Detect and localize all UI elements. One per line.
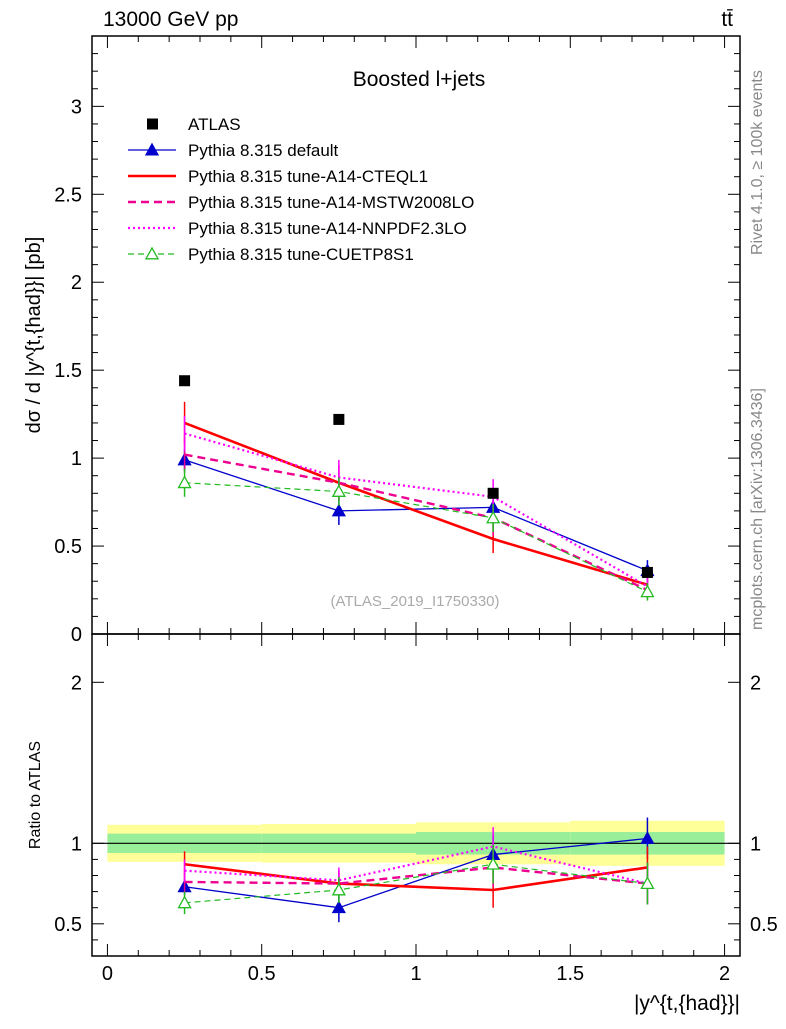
ratio-series-line (184, 863, 648, 904)
ratio-y-tick-label-right: 0.5 (750, 914, 778, 936)
series-line (184, 421, 648, 586)
y-tick-label: 0.5 (54, 536, 82, 558)
point-marker (177, 475, 192, 489)
y-tick-label: 2 (71, 272, 82, 294)
y-tick-label: 3 (71, 96, 82, 118)
legend-label: Pythia 8.315 default (188, 141, 339, 160)
y-tick-label: 0 (71, 624, 82, 646)
point-marker (640, 584, 655, 598)
ratio-y-tick-label: 0.5 (54, 914, 82, 936)
process-label: tt̄ (721, 8, 733, 31)
x-tick-label: 0.5 (248, 963, 276, 985)
ratio-point-marker (177, 895, 192, 909)
ratio-y-tick-label-right: 2 (750, 672, 761, 694)
ratio-point-marker (640, 831, 655, 844)
ratio-series-line (184, 845, 648, 885)
series-line (184, 453, 648, 592)
series-line (184, 459, 648, 572)
point-marker (331, 503, 346, 517)
legend-label: Pythia 8.315 tune-A14-CTEQL1 (188, 167, 428, 186)
legend: ATLAS Pythia 8.315 default Pythia 8.315 tu… (128, 115, 474, 264)
y-tick-label: 1.5 (54, 360, 82, 382)
legend-label: ATLAS (188, 115, 241, 134)
ratio-series-line (184, 862, 648, 892)
ratio-frame (91, 633, 741, 957)
mcplots-label: mcplots.cern.ch [arXiv:1306.3436] (749, 388, 766, 630)
series-line (184, 432, 648, 588)
point-marker (331, 484, 346, 497)
main-watermark: (ATLAS_2019_I1750330) (330, 593, 499, 610)
legend-label: Pythia 8.315 tune-A14-MSTW2008LO (188, 193, 474, 212)
ratio-point-marker (331, 900, 346, 914)
legend-marker (144, 142, 160, 156)
main-title: Boosted l+jets (353, 68, 486, 91)
legend-swatch (147, 118, 158, 130)
ratio-x-label: |y^{t,{had}}| (634, 992, 740, 1015)
main-panel: 0 0.5 1 1.5 2 2.5 3 (54, 35, 740, 646)
x-tick-label: 0 (102, 963, 113, 985)
data-point (333, 413, 345, 425)
ratio-point-marker (331, 882, 346, 896)
ratio-point-marker (486, 856, 501, 870)
data-point (179, 375, 191, 387)
legend-label: Pythia 8.315 tune-CUETP8S1 (188, 245, 414, 264)
ratio-y-tick-label: 1 (71, 833, 82, 855)
rivet-label: Rivet 4.1.0, ≥ 100k events (749, 70, 766, 255)
ratio-y-tick-label: 2 (71, 672, 82, 694)
ratio-panel: 0 0.5 1 1.5 2 0.5 0.5 1 1 2 2 (54, 36, 778, 985)
ratio-y-label: Ratio to ATLAS (27, 741, 44, 849)
y-tick-label: 1 (71, 448, 82, 470)
data-point (641, 566, 653, 578)
ratio-y-tick-label-right: 1 (750, 833, 761, 855)
point-marker (486, 510, 501, 524)
x-tick-label: 1 (410, 963, 421, 985)
x-tick-label: 2 (719, 963, 730, 985)
ratio-series-line (184, 837, 648, 909)
data-point (487, 487, 499, 499)
energy-label: 13000 GeV pp (103, 8, 238, 31)
legend-label: Pythia 8.315 tune-A14-NNPDF2.3LO (188, 219, 467, 238)
y-tick-label: 2.5 (54, 184, 82, 206)
ratio-point-marker (640, 876, 655, 889)
x-tick-label: 1.5 (556, 963, 584, 985)
series-line (184, 482, 648, 593)
main-y-label: dσ / d |y^{t,{had}}| [pb] (23, 237, 45, 434)
legend-marker (144, 246, 160, 260)
